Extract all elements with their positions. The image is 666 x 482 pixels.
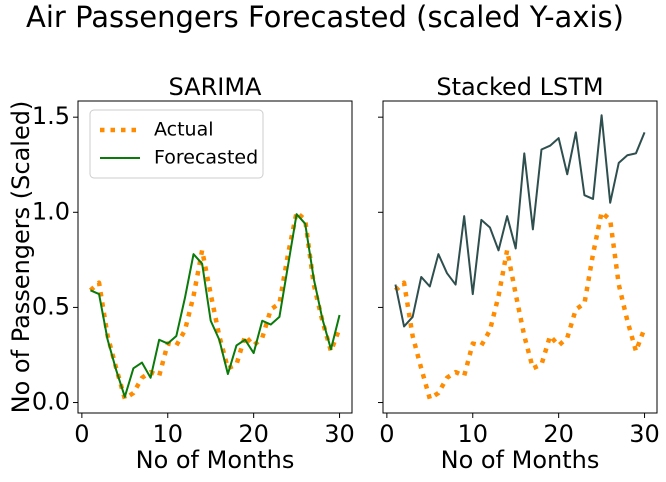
x-tick-label: 10	[152, 420, 183, 448]
x-tick-label: 10	[457, 420, 488, 448]
x-axis-label: No of Months	[136, 446, 295, 474]
x-tick-label: 30	[324, 420, 355, 448]
x-tick-label: 20	[543, 420, 574, 448]
x-axis-label: No of Months	[441, 446, 600, 474]
x-tick-label: 0	[379, 420, 394, 448]
figure-title: Air Passengers Forecasted (scaled Y-axis…	[26, 0, 624, 34]
x-tick-label: 20	[238, 420, 269, 448]
y-tick-label: 0.0	[32, 388, 70, 416]
legend-box	[89, 109, 264, 179]
series-line	[88, 210, 342, 401]
axes-frame	[77, 100, 353, 414]
x-tick-label: 30	[629, 420, 660, 448]
series-line	[90, 213, 341, 398]
axes-frame	[382, 100, 658, 414]
y-tick-label: 1.0	[32, 197, 70, 225]
subplot-title: Stacked LSTM	[436, 73, 603, 101]
subplot-title: SARIMA	[169, 73, 263, 101]
y-axis-label: No of Passengers (Scaled)	[7, 101, 35, 414]
legend-label: Forecasted	[154, 147, 258, 169]
y-tick-label: 0.5	[32, 292, 70, 320]
legend-label: Actual	[154, 119, 214, 141]
x-tick-label: 0	[74, 420, 89, 448]
series-line	[394, 114, 646, 328]
y-tick-label: 1.5	[32, 102, 70, 130]
series-line	[393, 210, 647, 401]
